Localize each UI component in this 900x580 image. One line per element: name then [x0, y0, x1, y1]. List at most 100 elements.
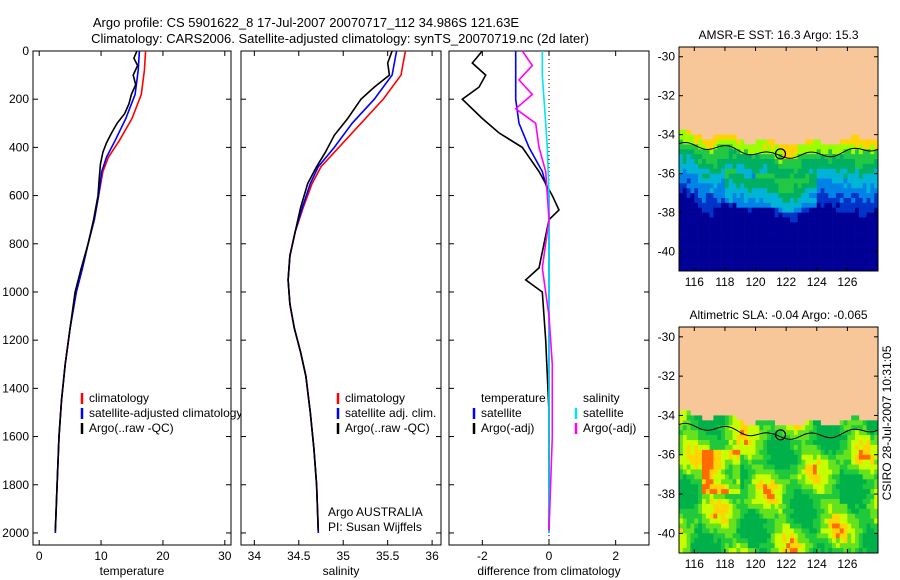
grid-cell — [770, 217, 775, 223]
grid-cell — [698, 261, 703, 267]
grid-cell — [770, 479, 775, 485]
grid-cell — [835, 459, 841, 465]
grid-cell — [782, 149, 787, 155]
grid-cell — [805, 513, 810, 519]
grid-cell — [690, 528, 695, 534]
grid-cell — [709, 444, 714, 451]
grid-cell — [721, 251, 726, 257]
grid-cell — [851, 548, 856, 553]
grid-cell — [721, 163, 726, 170]
grid-cell — [744, 202, 749, 208]
grid-cell — [820, 159, 825, 165]
grid-cell — [801, 503, 806, 510]
grid-cell — [832, 232, 837, 238]
grid-cell — [816, 217, 821, 223]
x-tick-label: 0 — [546, 549, 553, 563]
grid-cell — [767, 266, 772, 271]
grid-cell — [747, 513, 753, 519]
grid-cell — [847, 459, 852, 465]
grid-cell — [724, 474, 730, 480]
y-tick-label: -32 — [658, 89, 676, 103]
grid-cell — [759, 236, 764, 243]
grid-cell — [812, 241, 818, 247]
grid-cell — [755, 241, 760, 247]
grid-cell — [828, 144, 833, 150]
grid-cell — [740, 454, 745, 460]
grid-cell — [728, 420, 733, 426]
grid-cell — [763, 266, 768, 271]
grid-cell — [747, 469, 753, 475]
grid-cell — [835, 464, 841, 470]
grid-cell — [679, 518, 684, 524]
grid-cell — [858, 449, 863, 456]
grid-cell — [705, 251, 710, 257]
grid-cell — [774, 261, 779, 267]
grid-cell — [705, 543, 710, 549]
grid-cell — [801, 168, 806, 174]
grid-cell — [793, 459, 798, 465]
grid-cell — [763, 503, 768, 510]
grid-cell — [866, 513, 871, 519]
grid-cell — [805, 168, 810, 174]
grid-cell — [812, 197, 818, 204]
grid-cell — [855, 154, 860, 160]
grid-cell — [767, 197, 772, 204]
grid-cell — [820, 444, 825, 451]
grid-cell — [717, 232, 722, 238]
grid-cell — [709, 513, 714, 519]
grid-cell — [847, 139, 852, 145]
grid-cell — [816, 548, 821, 553]
grid-cell — [812, 513, 818, 519]
grid-cell — [698, 508, 703, 514]
grid-cell — [778, 454, 783, 460]
grid-cell — [824, 246, 829, 252]
grid-cell — [701, 197, 707, 204]
grid-cell — [805, 159, 810, 165]
grid-cell — [839, 197, 844, 204]
grid-cell — [851, 188, 856, 194]
grid-cell — [747, 241, 753, 247]
grid-cell — [793, 430, 798, 436]
grid-cell — [809, 154, 814, 160]
grid-cell — [782, 538, 787, 544]
grid-cell — [812, 149, 818, 155]
plot-frame — [240, 50, 442, 546]
grid-cell — [847, 533, 852, 539]
grid-cell — [789, 489, 795, 495]
grid-cell — [736, 508, 741, 514]
grid-cell — [786, 232, 791, 238]
grid-cell — [767, 261, 772, 267]
grid-cell — [759, 420, 764, 426]
grid-cell — [698, 251, 703, 257]
grid-cell — [690, 193, 695, 199]
grid-cell — [801, 154, 806, 160]
grid-cell — [812, 246, 818, 252]
grid-cell — [851, 266, 856, 271]
grid-cell — [843, 538, 848, 544]
grid-cell — [847, 528, 852, 534]
grid-cell — [759, 459, 764, 465]
grid-cell — [789, 484, 795, 490]
grid-cell — [820, 508, 825, 514]
grid-cell — [782, 454, 787, 460]
legend-entry: Argo(-adj) — [481, 421, 534, 435]
grid-cell — [874, 464, 878, 470]
grid-cell — [851, 464, 856, 470]
grid-cell — [858, 207, 863, 213]
grid-cell — [855, 246, 860, 252]
grid-cell — [782, 266, 787, 271]
grid-cell — [686, 484, 691, 490]
grid-cell — [835, 508, 841, 514]
grid-cell — [843, 435, 848, 441]
grid-cell — [701, 261, 707, 267]
grid-cell — [870, 217, 875, 223]
grid-cell — [843, 183, 848, 189]
grid-cell — [782, 444, 787, 451]
grid-cell — [705, 139, 710, 145]
grid-cell — [774, 173, 779, 179]
grid-cell — [736, 227, 741, 233]
grid-cell — [694, 440, 699, 446]
grid-cell — [774, 518, 779, 524]
grid-cell — [763, 528, 768, 534]
legend-entry: Argo(..raw -QC) — [345, 421, 430, 435]
